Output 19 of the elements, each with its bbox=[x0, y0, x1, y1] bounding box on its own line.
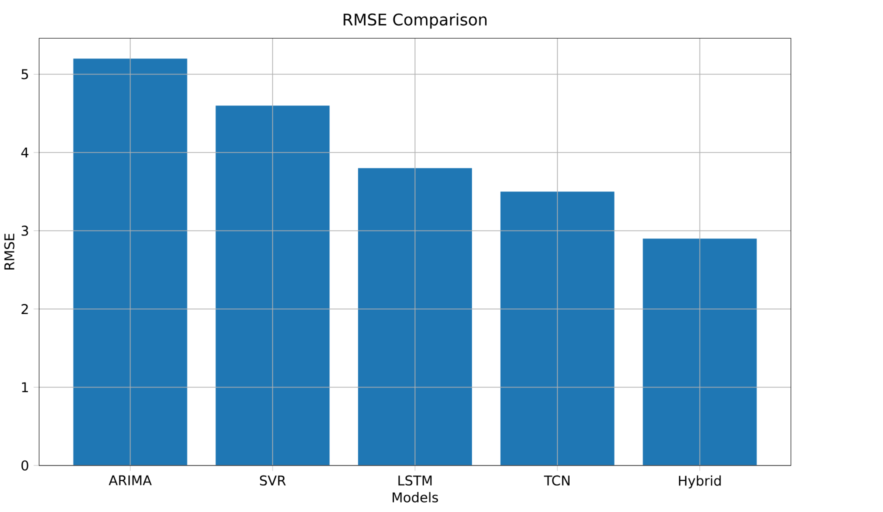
bar bbox=[500, 191, 614, 466]
y-tick-label: 1 bbox=[22, 382, 28, 392]
bar bbox=[642, 238, 757, 466]
y-tick-label: 4 bbox=[21, 147, 28, 158]
x-tick-label: ARIMA bbox=[108, 475, 152, 485]
y-tick-label: 2 bbox=[22, 304, 28, 314]
bar bbox=[216, 105, 330, 466]
bar bbox=[358, 168, 472, 466]
chart-title: RMSE Comparison bbox=[344, 13, 487, 28]
bar bbox=[73, 58, 188, 466]
y-axis-title: RMSE bbox=[4, 234, 14, 270]
x-tick-label: LSTM bbox=[398, 475, 432, 486]
x-axis-title: Models bbox=[392, 492, 438, 502]
x-tick-label: SVR bbox=[260, 475, 286, 486]
x-tick-label: TCN bbox=[544, 475, 570, 486]
x-tick-label: Hybrid bbox=[678, 475, 721, 488]
y-tick-label: 5 bbox=[22, 69, 28, 80]
y-tick-label: 0 bbox=[21, 460, 28, 470]
y-tick-label: 3 bbox=[22, 225, 28, 236]
